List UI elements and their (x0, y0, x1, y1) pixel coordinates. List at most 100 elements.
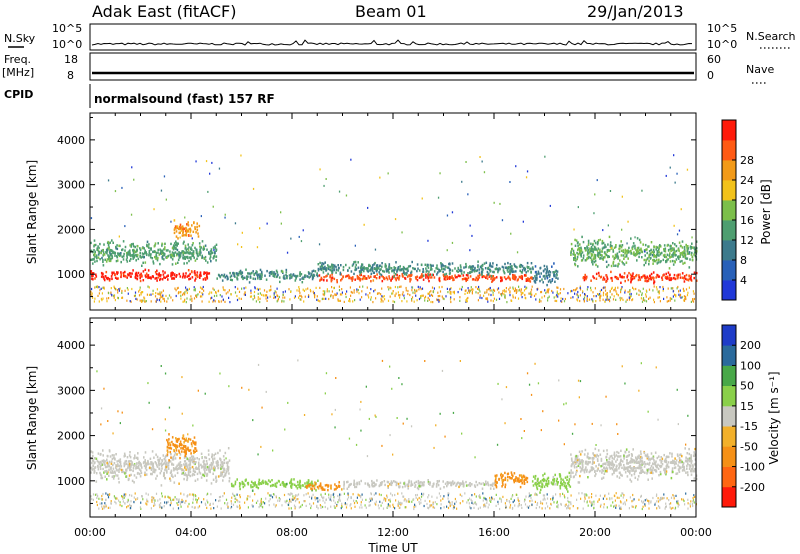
sparse-cell (577, 206, 579, 209)
echo-cell (519, 263, 522, 267)
echo-cell (176, 453, 178, 456)
echo-cell (454, 276, 457, 279)
echo-cell (656, 258, 658, 262)
noise-cell (99, 289, 101, 292)
echo-cell (114, 458, 116, 461)
noise-cell (191, 505, 193, 509)
noise-cell (441, 285, 443, 289)
echo-cell (540, 272, 542, 275)
echo-cell (509, 278, 511, 281)
echo-cell (156, 279, 158, 282)
noise-cell (156, 298, 158, 301)
echo-cell (184, 466, 186, 469)
echo-cell (490, 265, 493, 268)
echo-cell (448, 272, 451, 275)
noise-cell (483, 496, 485, 499)
echo-cell (159, 262, 161, 266)
echo-cell (248, 272, 250, 275)
sparse-cell (644, 250, 646, 253)
echo-cell (462, 274, 465, 277)
sparse-cell (451, 211, 454, 214)
noise-cell (579, 294, 581, 297)
noise-cell (685, 295, 687, 298)
noise-cell (267, 492, 269, 495)
noise-cell (560, 300, 562, 303)
noise-cell (512, 296, 514, 299)
noise-cell (429, 291, 431, 294)
noise-cell (222, 288, 225, 291)
echo-cell (397, 266, 400, 269)
echo-cell (224, 451, 227, 455)
noise-cell (610, 287, 613, 290)
noise-cell (218, 300, 220, 303)
echo-cell (179, 456, 181, 460)
echo-cell (580, 255, 582, 258)
echo-cell (100, 452, 102, 456)
sparse-cell (522, 220, 524, 223)
noise-cell (584, 293, 586, 296)
echo-cell (91, 451, 94, 454)
y-tick-label: 4000 (57, 134, 85, 147)
echo-cell (259, 273, 261, 276)
echo-cell (166, 461, 168, 465)
noise-cell (556, 292, 558, 295)
echo-cell (316, 272, 318, 275)
noise-cell (669, 297, 671, 300)
sparse-cell (184, 216, 186, 219)
echo-cell (147, 275, 150, 279)
echo-cell (131, 463, 133, 466)
noise-cell (101, 299, 103, 302)
noise-cell (534, 500, 536, 503)
noise-cell (375, 492, 377, 495)
echo-cell (136, 472, 139, 475)
noise-cell (252, 499, 254, 502)
noise-cell (477, 299, 479, 302)
noise-cell (262, 506, 264, 509)
noise-cell (451, 503, 453, 506)
sparse-cell (240, 246, 243, 248)
echo-cell (109, 467, 112, 470)
echo-cell (324, 265, 326, 269)
noise-cell (247, 495, 249, 498)
noise-cell (512, 500, 514, 504)
echo-cell (342, 268, 345, 272)
echo-cell (91, 468, 93, 471)
echo-cell (597, 239, 600, 242)
echo-cell (166, 471, 168, 474)
echo-cell (185, 468, 187, 471)
sparse-cell (596, 179, 598, 182)
noise-cell (497, 500, 499, 503)
echo-cell (606, 250, 609, 253)
noise-cell (334, 501, 336, 504)
noise-cell (337, 499, 340, 502)
noise-cell (259, 292, 261, 295)
echo-cell (103, 243, 105, 246)
echo-cell (153, 245, 156, 248)
noise-cell (629, 296, 631, 299)
echo-cell (487, 266, 490, 270)
noise-cell (438, 300, 440, 303)
noise-cell (275, 495, 277, 498)
echo-cell (201, 254, 203, 257)
noise-cell (514, 296, 516, 299)
echo-cell (177, 261, 179, 264)
noise-cell (570, 494, 572, 497)
echo-cell (166, 438, 168, 442)
noise-cell (373, 290, 375, 293)
noise-cell (193, 289, 195, 292)
noise-cell (650, 501, 652, 504)
noise-cell (227, 505, 229, 508)
echo-cell (190, 247, 192, 251)
noise-cell (685, 297, 687, 301)
colorbar-tick-label: 24 (740, 174, 754, 187)
noise-cell (501, 292, 504, 295)
echo-cell (164, 459, 167, 463)
echo-cell (107, 240, 109, 244)
echo-cell (605, 253, 608, 257)
echo-cell (221, 279, 224, 282)
noise-cell (387, 299, 390, 302)
echo-cell (422, 270, 424, 274)
echo-cell (425, 267, 427, 270)
noise-cell (518, 500, 520, 503)
noise-cell (294, 295, 296, 298)
